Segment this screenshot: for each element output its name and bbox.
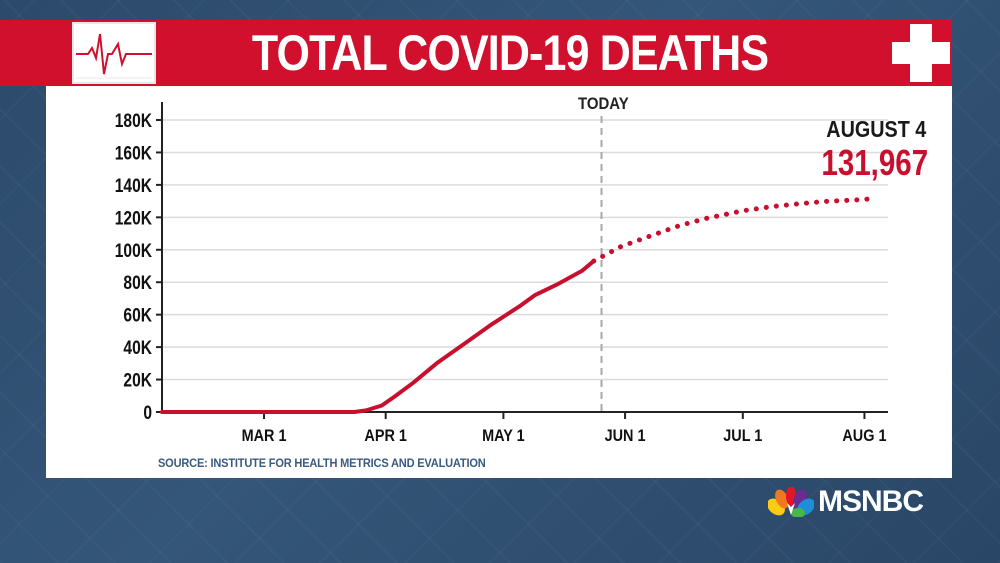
x-tick-label: APR 1: [364, 427, 407, 445]
source-note: SOURCE: INSTITUTE FOR HEALTH METRICS AND…: [158, 456, 486, 470]
y-tick-label: 140K: [115, 174, 153, 196]
title-banner: [0, 20, 952, 86]
y-tick-label: 80K: [123, 272, 152, 294]
ecg-heartbeat-icon: [72, 22, 156, 84]
y-tick-label: 20K: [123, 369, 152, 391]
y-tick-label: 160K: [115, 142, 153, 164]
x-tick-label: MAY 1: [482, 427, 525, 445]
x-tick-label: JUN 1: [605, 427, 646, 445]
y-tick-label: 180K: [115, 110, 153, 132]
y-tick-label: 40K: [123, 337, 152, 359]
logo-text: MSNBC: [818, 485, 924, 518]
today-label: TODAY: [578, 94, 629, 113]
nbc-peacock-icon: [768, 487, 814, 517]
msnbc-logo: MSNBC: [768, 484, 924, 520]
annotation-value: 131,967: [821, 142, 928, 183]
actual-deaths-line: [160, 259, 596, 414]
x-tick-label: JUL 1: [723, 427, 762, 445]
chart-title: TOTAL COVID-19 DEATHS: [251, 25, 769, 81]
annotation-date: AUGUST 4: [825, 116, 926, 142]
y-tick-label: 0: [143, 402, 152, 424]
medical-cross-icon: [888, 20, 954, 86]
projected-deaths-line: [591, 195, 879, 264]
x-tick-label: MAR 1: [242, 427, 287, 445]
x-tick-label: AUG 1: [842, 427, 886, 445]
y-tick-label: 100K: [115, 239, 153, 261]
y-tick-label: 60K: [123, 304, 152, 326]
y-tick-label: 120K: [115, 207, 153, 229]
